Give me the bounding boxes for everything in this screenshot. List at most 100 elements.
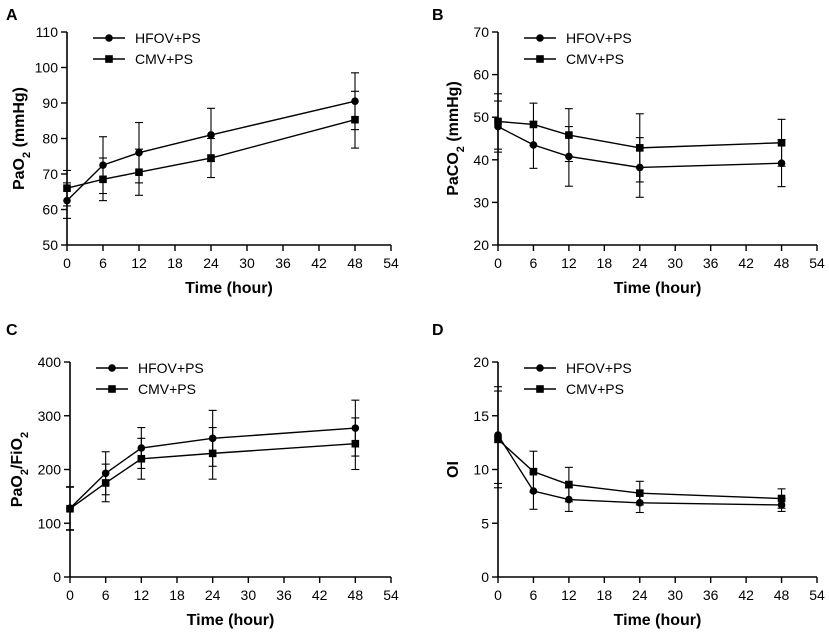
data-point-cmv-ps	[565, 131, 573, 139]
panel-d: D 0 5 10 15 20 0 6 12 18 24 30 36 42 48 54 Time (hour) OI…	[432, 322, 825, 629]
legend-label: HFOV+PS	[138, 360, 204, 376]
y-tick-label: 50	[42, 237, 58, 253]
x-tick-label: 18	[169, 587, 185, 603]
y-tick-label: 30	[473, 194, 489, 210]
data-point-cmv-ps	[101, 479, 110, 487]
x-tick-label: 42	[311, 255, 327, 271]
y-tick-label: 200	[38, 462, 62, 478]
data-point-cmv-ps	[635, 489, 644, 497]
y-tick-label: 60	[473, 67, 489, 83]
data-point-cmv-ps	[494, 435, 502, 444]
x-tick-label: 30	[239, 255, 255, 271]
x-tick-label: 30	[241, 587, 257, 603]
x-axis-title: Time (hour)	[614, 612, 702, 629]
legend-label: HFOV+PS	[135, 30, 201, 46]
x-tick-label: 36	[703, 255, 719, 271]
x-tick-label: 48	[774, 587, 790, 603]
data-point-cmv-ps	[777, 138, 786, 147]
x-tick-label: 48	[347, 255, 363, 271]
x-tick-label: 54	[809, 255, 825, 271]
y-tick-label: 5	[481, 515, 489, 531]
y-tick-label: 50	[473, 109, 489, 125]
y-tick-label: 40	[473, 152, 489, 168]
y-tick-label: 400	[38, 354, 62, 370]
legend-marker	[536, 55, 544, 63]
data-point-cmv-ps	[99, 175, 107, 184]
x-tick-label: 12	[561, 255, 577, 271]
data-point-cmv-ps	[351, 115, 359, 124]
x-tick-label: 54	[383, 255, 399, 271]
x-tick-label: 0	[494, 587, 502, 603]
x-tick-label: 48	[774, 255, 790, 271]
x-tick-label: 30	[667, 255, 683, 271]
x-tick-label: 12	[134, 587, 150, 603]
x-tick-label: 18	[597, 587, 613, 603]
x-tick-label: 0	[63, 255, 71, 271]
y-tick-label: 100	[35, 60, 59, 76]
data-point-cmv-ps	[207, 154, 215, 162]
data-point-cmv-ps	[494, 117, 502, 126]
data-point-cmv-ps	[135, 168, 143, 177]
data-point-cmv-ps	[529, 467, 538, 476]
legend-marker	[108, 364, 116, 372]
x-tick-label: 36	[276, 587, 292, 603]
x-axis-title: Time (hour)	[614, 280, 702, 297]
x-tick-label: 6	[102, 587, 110, 603]
x-tick-label: 18	[167, 255, 183, 271]
data-point-cmv-ps	[529, 120, 538, 129]
y-tick-label: 20	[473, 354, 489, 370]
x-tick-label: 30	[667, 587, 683, 603]
x-tick-label: 12	[131, 255, 147, 271]
legend-label: CMV+PS	[135, 51, 193, 67]
data-point-hfov-ps	[207, 131, 215, 139]
data-point-cmv-ps	[351, 439, 360, 448]
y-tick-label: 20	[473, 237, 489, 253]
x-tick-label: 24	[203, 255, 219, 271]
data-point-cmv-ps	[63, 184, 71, 192]
panel-a: A 50 60 70 80 90 100 110 0 6 12 18 24 30 36 42 48 54 Time …	[6, 7, 399, 297]
x-tick-label: 54	[383, 587, 399, 603]
data-point-cmv-ps	[208, 449, 217, 458]
x-tick-label: 6	[530, 587, 538, 603]
data-point-cmv-ps	[635, 144, 644, 152]
legend-marker	[536, 34, 544, 42]
x-tick-label: 36	[275, 255, 291, 271]
y-tick-label: 15	[473, 408, 489, 424]
data-point-cmv-ps	[66, 504, 74, 513]
y-tick-label: 0	[53, 569, 61, 585]
y-tick-label: 80	[42, 131, 58, 147]
x-tick-label: 12	[561, 587, 577, 603]
legend-marker	[536, 385, 544, 393]
legend-label: CMV+PS	[138, 381, 196, 397]
x-axis-title: Time (hour)	[185, 280, 273, 297]
x-tick-label: 24	[632, 255, 648, 271]
legend-label: HFOV+PS	[566, 30, 632, 46]
panel-letter: C	[6, 322, 18, 339]
x-tick-label: 42	[312, 587, 328, 603]
legend-marker	[105, 55, 113, 63]
panel-b: B 20 30 40 50 60 70 0 6 12 18 24 30 36 42 48 54 Time (hou…	[432, 7, 825, 297]
panel-c: C 0 100 200 300 400 0 6 12 18 24 30 36 42 48 54 Time (ho…	[6, 322, 399, 629]
data-point-cmv-ps	[137, 454, 146, 463]
x-tick-label: 6	[99, 255, 107, 271]
panel-letter: B	[432, 7, 444, 24]
y-tick-label: 100	[38, 515, 62, 531]
legend-marker	[536, 364, 544, 372]
x-tick-label: 6	[530, 255, 538, 271]
legend-label: CMV+PS	[566, 51, 624, 67]
legend-marker	[105, 34, 113, 42]
y-tick-label: 60	[42, 202, 58, 218]
y-tick-label: 300	[38, 408, 62, 424]
legend-marker	[108, 385, 116, 393]
x-tick-label: 0	[494, 255, 502, 271]
x-tick-label: 0	[66, 587, 74, 603]
y-tick-label: 70	[473, 24, 489, 40]
legend-label: CMV+PS	[566, 381, 624, 397]
x-tick-label: 18	[597, 255, 613, 271]
y-tick-label: 90	[42, 95, 58, 111]
y-axis-title: OI	[445, 461, 462, 478]
data-point-cmv-ps	[565, 480, 573, 489]
panel-letter: A	[6, 7, 18, 24]
x-tick-label: 24	[205, 587, 221, 603]
